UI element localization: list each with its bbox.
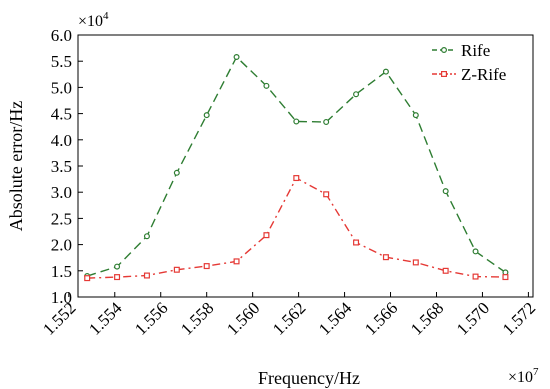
x-tick-label: 1.570 xyxy=(453,298,493,338)
y-tick-label: 5.5 xyxy=(51,52,72,71)
y-tick-label: 1.0 xyxy=(51,288,72,307)
x-tick-label: 1.556 xyxy=(131,298,171,338)
data-point xyxy=(502,269,509,276)
data-point xyxy=(84,275,91,282)
y-tick-label: 2.0 xyxy=(51,236,72,255)
x-tick-label: 1.558 xyxy=(177,298,217,338)
data-point xyxy=(293,118,300,125)
y-tick-label: 1.5 xyxy=(51,262,72,281)
x-tick-label: 1.568 xyxy=(407,298,447,338)
y-multiplier-label: ×104 xyxy=(78,10,109,30)
y-tick-label: 4.5 xyxy=(51,105,72,124)
data-point xyxy=(442,188,449,195)
data-point xyxy=(233,258,240,265)
y-tick-label: 3.5 xyxy=(51,157,72,176)
x-axis-label: Frequency/Hz xyxy=(258,368,360,388)
x-tick-label: 1.572 xyxy=(499,298,539,338)
data-point xyxy=(114,263,121,270)
y-tick-label: 3.0 xyxy=(51,183,72,202)
data-point xyxy=(173,266,180,273)
y-tick-label: 2.5 xyxy=(51,209,72,228)
data-point xyxy=(502,274,509,281)
series-line xyxy=(87,177,506,279)
y-tick-label: 6.0 xyxy=(51,26,72,45)
data-point xyxy=(353,91,360,98)
series-layer xyxy=(84,54,509,282)
legend-item: Rife xyxy=(432,41,490,60)
data-point xyxy=(233,54,240,61)
data-point xyxy=(472,273,479,280)
series-line xyxy=(86,55,506,277)
x-multiplier-label: ×107 xyxy=(508,366,539,386)
x-tick-label: 1.564 xyxy=(315,298,356,339)
y-axis-label: Absolute error/Hz xyxy=(6,101,26,231)
data-point xyxy=(412,112,419,119)
legend: Rife Z-Rife xyxy=(432,41,506,84)
data-point xyxy=(323,191,330,198)
legend-label: Rife xyxy=(461,41,490,60)
x-tick-label: 1.552 xyxy=(39,298,79,338)
legend-item: Z-Rife xyxy=(432,65,506,84)
y-tick-label: 5.0 xyxy=(51,78,72,97)
data-point xyxy=(114,274,121,281)
data-point xyxy=(323,118,330,125)
data-point xyxy=(382,68,389,75)
y-tick-label: 4.0 xyxy=(51,131,72,150)
legend-marker xyxy=(441,70,448,77)
legend-marker xyxy=(441,46,448,53)
data-point xyxy=(382,254,389,261)
data-point xyxy=(203,263,210,270)
data-point xyxy=(203,112,210,119)
series-rife xyxy=(84,54,509,280)
series-z-rife xyxy=(84,175,509,282)
data-point xyxy=(143,233,150,240)
x-tick-label: 1.562 xyxy=(269,298,309,338)
data-point xyxy=(442,267,449,274)
x-tick-label: 1.566 xyxy=(361,298,401,338)
data-point xyxy=(263,232,270,239)
data-point xyxy=(263,82,270,89)
data-point xyxy=(472,248,479,255)
data-point xyxy=(353,239,360,246)
x-tick-label: 1.560 xyxy=(223,298,263,338)
legend-label: Z-Rife xyxy=(461,65,506,84)
data-point xyxy=(143,272,150,279)
data-point xyxy=(173,169,180,176)
data-point xyxy=(412,259,419,266)
data-point xyxy=(293,175,300,182)
x-tick-label: 1.554 xyxy=(85,298,126,339)
